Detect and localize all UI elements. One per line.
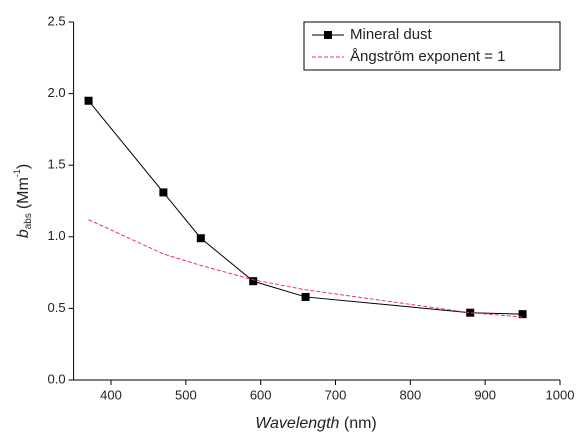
y-label-unit: (Mm xyxy=(15,177,32,209)
point xyxy=(196,234,205,243)
point xyxy=(518,310,527,319)
series-line xyxy=(88,100,523,315)
y-tick-label: 2.0 xyxy=(48,85,66,100)
y-tick-label: 1.0 xyxy=(48,228,66,243)
x-label-main: Wavelength xyxy=(255,415,339,432)
x-tick-label: 900 xyxy=(474,387,496,402)
x-tick-label: 1000 xyxy=(546,387,575,402)
x-axis-label: Wavelength (nm) xyxy=(255,415,377,432)
y-tick-label: 0.5 xyxy=(48,300,66,315)
y-label-main: b xyxy=(15,229,32,238)
y-tick-label: 1.5 xyxy=(48,157,66,172)
x-tick-label: 500 xyxy=(175,387,197,402)
x-tick-label: 800 xyxy=(399,387,421,402)
x-tick-label: 400 xyxy=(100,387,122,402)
point xyxy=(84,96,93,105)
x-tick-label: 700 xyxy=(325,387,347,402)
y-label-sup: -1 xyxy=(12,169,22,177)
series-line xyxy=(88,219,523,318)
x-tick-label: 600 xyxy=(250,387,272,402)
y-label-close: ) xyxy=(15,164,32,169)
y-tick-label: 0.0 xyxy=(48,371,66,386)
legend-label: Mineral dust xyxy=(350,26,433,43)
y-tick-label: 2.5 xyxy=(48,13,66,28)
point xyxy=(249,277,258,286)
legend-box xyxy=(303,21,561,71)
y-axis-label: babs (Mm-1) xyxy=(12,164,33,238)
y-label-sub: abs xyxy=(23,213,34,229)
point xyxy=(466,308,475,317)
point xyxy=(301,292,310,301)
legend-label: Ångström exponent = 1 xyxy=(350,48,506,65)
point xyxy=(159,188,168,197)
legend-marker xyxy=(324,31,332,39)
x-label-unit: (nm) xyxy=(344,415,377,432)
